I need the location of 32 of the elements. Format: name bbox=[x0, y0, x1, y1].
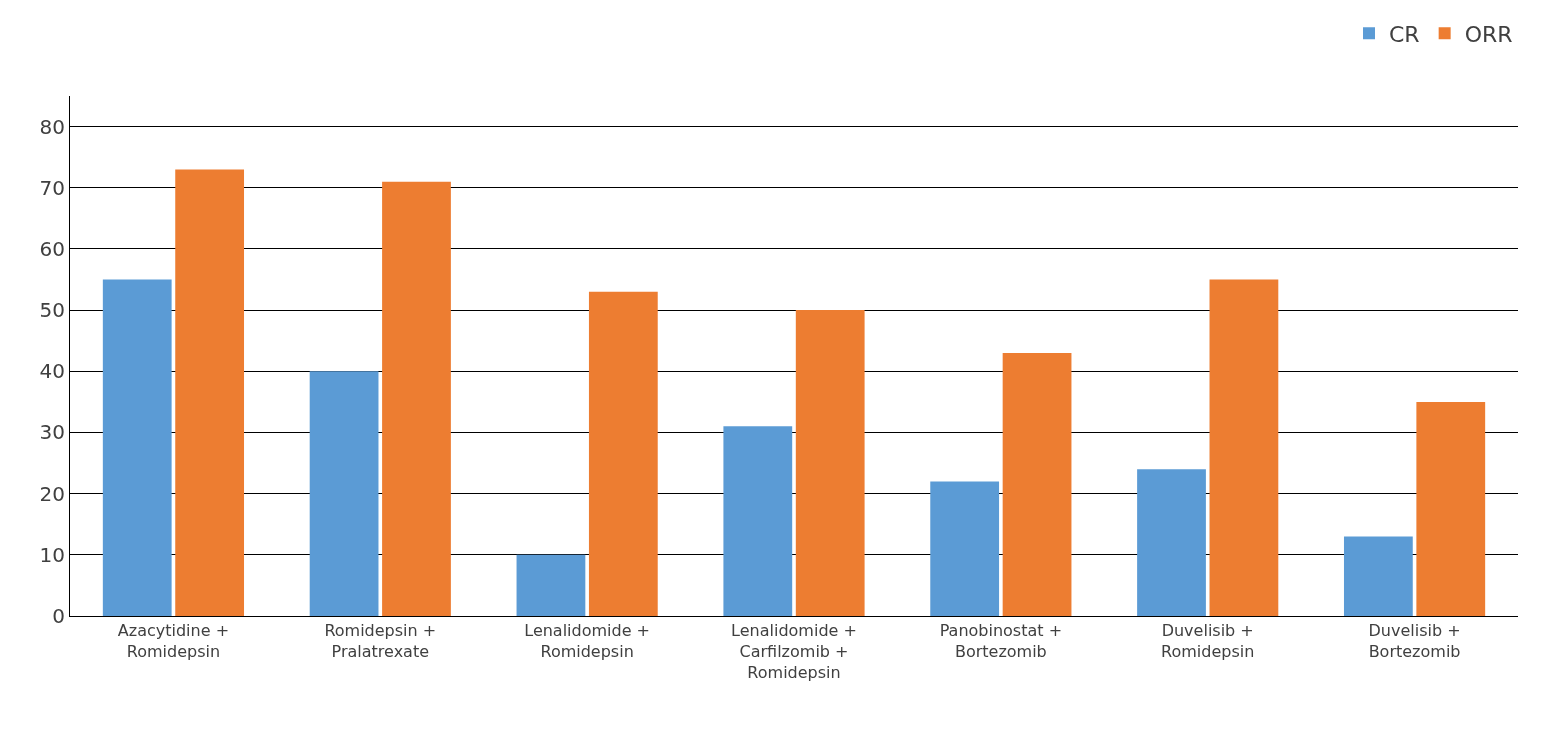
y-tick-label: 60 bbox=[39, 236, 65, 261]
bar bbox=[102, 279, 172, 616]
y-tick-label: 0 bbox=[52, 604, 65, 628]
bar bbox=[1416, 401, 1486, 616]
x-tick-label: Lenalidomide + Carfilzomib + Romidepsin bbox=[731, 621, 857, 682]
bar bbox=[516, 554, 586, 616]
x-tick-label: Lenalidomide + Romidepsin bbox=[524, 621, 651, 661]
x-tick-label: Duvelisib + Romidepsin bbox=[1161, 621, 1255, 661]
x-tick-label: Panobinostat + Bortezomib bbox=[939, 621, 1063, 661]
bar bbox=[382, 181, 451, 616]
x-tick-label: Duvelisib + Bortezomib bbox=[1368, 621, 1461, 661]
bar bbox=[1002, 352, 1072, 616]
bar bbox=[1343, 536, 1413, 616]
legend-label: ORR bbox=[1464, 21, 1513, 47]
y-tick-label: 40 bbox=[39, 359, 65, 384]
x-tick-label: Azacytidine + Romidepsin bbox=[117, 621, 230, 661]
bar bbox=[795, 310, 865, 616]
y-tick-label: 30 bbox=[39, 420, 65, 445]
y-tick-label: 50 bbox=[39, 298, 65, 323]
bar bbox=[1137, 469, 1206, 616]
y-tick-label: 10 bbox=[39, 542, 65, 567]
bar bbox=[175, 169, 245, 616]
y-tick-label: 20 bbox=[39, 481, 65, 506]
bar bbox=[588, 291, 658, 616]
y-tick-label: 80 bbox=[39, 114, 65, 139]
legend-label: CR bbox=[1389, 21, 1420, 47]
y-tick-label: 70 bbox=[39, 175, 65, 200]
bar bbox=[723, 426, 793, 616]
bar bbox=[309, 371, 379, 616]
bar bbox=[930, 481, 1000, 616]
x-tick-label: Romidepsin + Pralatrexate bbox=[324, 621, 437, 661]
bar bbox=[1209, 279, 1279, 616]
